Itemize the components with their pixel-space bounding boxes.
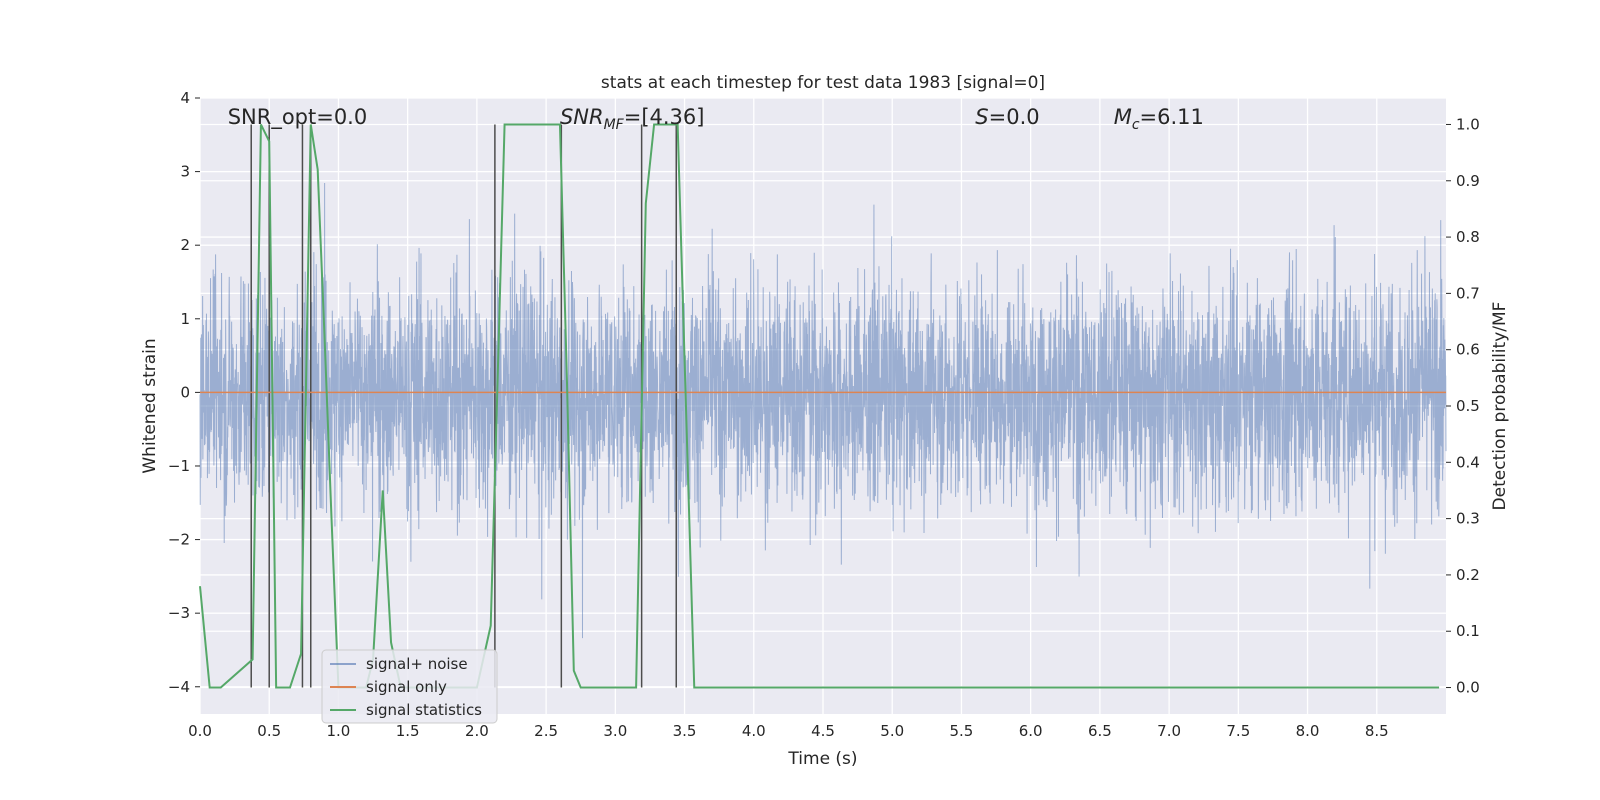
x-tick-label: 2.5 — [534, 722, 558, 740]
x-tick-label: 6.0 — [1019, 722, 1043, 740]
annotation-mc: Mc=6.11 — [1114, 105, 1204, 133]
x-tick-label: 1.5 — [396, 722, 420, 740]
signal-noise-trace — [199, 182, 1447, 639]
x-tick-label: 3.0 — [603, 722, 627, 740]
x-tick-label: 6.5 — [1088, 722, 1112, 740]
vertical-markers — [250, 124, 677, 688]
legend-label: signal only — [366, 678, 447, 696]
y-tick-label: −3 — [168, 604, 190, 622]
x-tick-label: 0.0 — [188, 722, 212, 740]
y-axis-ticks: 4 3 2 1 0 −1 −2 −3 −4 — [168, 89, 200, 696]
x-tick-label: 0.5 — [257, 722, 281, 740]
x-tick-label: 4.5 — [811, 722, 835, 740]
y2-axis-ticks: 1.0 0.9 0.8 0.7 0.6 0.5 0.4 0.3 0.2 0.1 0.0 — [1446, 115, 1480, 697]
y-axis-label: Whitened strain — [140, 338, 160, 473]
legend-box — [321, 649, 498, 724]
x-tick-label: 5.0 — [880, 722, 904, 740]
y2-tick-label: 0.0 — [1456, 679, 1480, 697]
y2-tick-label: 0.7 — [1456, 284, 1480, 302]
y-tick-label: 3 — [180, 163, 190, 181]
series-lines — [199, 123, 1446, 689]
chart-title: stats at each timestep for test data 198… — [601, 73, 1045, 93]
x-tick-label: 2.0 — [465, 722, 489, 740]
y2-tick-label: 0.3 — [1456, 510, 1480, 528]
series-signal-noise — [199, 182, 1447, 639]
y2-tick-label: 0.1 — [1456, 622, 1480, 640]
y-tick-label: −4 — [168, 678, 190, 696]
x-tick-label: 4.0 — [742, 722, 766, 740]
x-tick-label: 1.0 — [327, 722, 351, 740]
legend-label: signal+ noise — [366, 655, 468, 673]
signal-statistics-line — [199, 123, 1440, 689]
y-tick-label: 1 — [180, 310, 190, 328]
x-tick-label: 3.5 — [673, 722, 697, 740]
x-tick-label: 7.5 — [1226, 722, 1250, 740]
x-tick-label: 8.5 — [1365, 722, 1389, 740]
annotation-snr-mf: SNRMF=[4.36] — [560, 105, 705, 133]
y-tick-label: −2 — [168, 531, 190, 549]
annotations: SNR_opt=0.0 SNRMF=[4.36] S=0.0 Mc=6.11 — [228, 105, 1204, 133]
y-tick-label: 2 — [180, 236, 190, 254]
y-tick-label: 4 — [180, 89, 190, 107]
x-axis-ticks: 0.0 0.5 1.0 1.5 2.0 2.5 3.0 3.5 4.0 4.5 5.0 5.5 6.0 6… — [188, 722, 1389, 740]
y2-tick-label: 0.6 — [1456, 341, 1480, 359]
x-axis-label: Time (s) — [787, 749, 857, 769]
y2-tick-label: 0.2 — [1456, 566, 1480, 584]
x-tick-label: 8.0 — [1296, 722, 1320, 740]
y2-axis-label: Detection probability/MF — [1490, 302, 1510, 511]
y2-tick-label: 1.0 — [1456, 115, 1480, 133]
y-tick-label: 0 — [180, 383, 190, 401]
legend-label: signal statistics — [366, 701, 482, 719]
y2-tick-label: 0.4 — [1456, 453, 1480, 471]
y-tick-label: −1 — [168, 457, 190, 475]
x-tick-label: 5.5 — [950, 722, 974, 740]
annotation-s: S=0.0 — [975, 105, 1039, 129]
y2-tick-label: 0.9 — [1456, 172, 1480, 190]
annotation-snr-opt: SNR_opt=0.0 — [228, 105, 368, 130]
y2-tick-label: 0.5 — [1456, 397, 1480, 415]
y2-tick-label: 0.8 — [1456, 228, 1480, 246]
legend: signal+ noise signal only signal statistic… — [321, 649, 498, 724]
x-tick-label: 7.0 — [1157, 722, 1181, 740]
